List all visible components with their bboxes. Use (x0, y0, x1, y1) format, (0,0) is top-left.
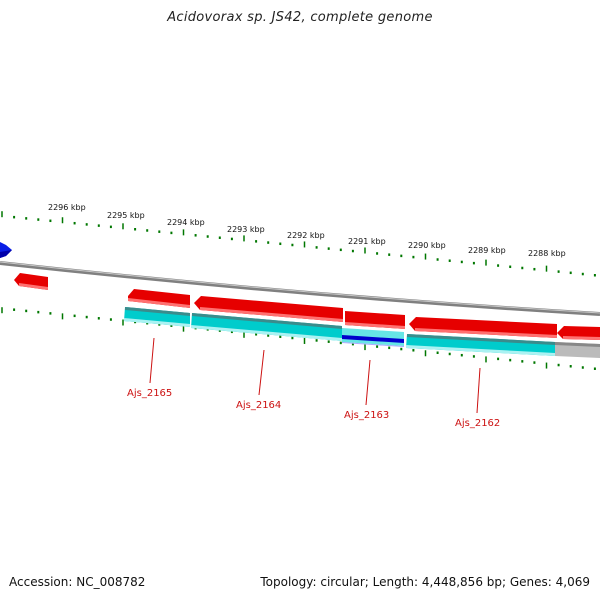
coverage-bar-3[interactable] (342, 328, 404, 347)
scale-label: 2292 kbp (287, 231, 325, 240)
coverage-bar-gray[interactable] (555, 342, 600, 358)
leader-line-ajs-2164 (259, 350, 264, 395)
scale-label: 2291 kbp (348, 237, 386, 246)
coverage-bar-1[interactable] (124, 307, 190, 327)
scale-label: 2293 kbp (227, 225, 265, 234)
gene-label-ajs-2163[interactable]: Ajs_2163 (344, 410, 389, 421)
leader-line-ajs-2162 (477, 368, 480, 413)
genome-summary-text: Topology: circular; Length: 4,448,856 bp… (260, 575, 590, 589)
scale-label: 2295 kbp (107, 211, 145, 220)
scale-label: 2296 kbp (48, 203, 86, 212)
cds-arrow-4[interactable] (345, 311, 405, 329)
leader-line-ajs-2165 (150, 338, 154, 383)
feature-blue-left[interactable] (0, 242, 12, 258)
coverage-bar-4[interactable] (406, 334, 555, 356)
cds-arrow-5[interactable] (409, 317, 557, 338)
scale-label: 2288 kbp (528, 249, 566, 258)
scale-label: 2289 kbp (468, 246, 506, 255)
cds-arrow-6[interactable] (557, 326, 600, 340)
gene-label-ajs-2162[interactable]: Ajs_2162 (455, 418, 500, 429)
scale-label: 2294 kbp (167, 218, 205, 227)
leader-line-ajs-2163 (366, 360, 370, 405)
upper-scale-ticks (2, 211, 595, 276)
gene-label-ajs-2164[interactable]: Ajs_2164 (236, 400, 281, 411)
scale-labels: 2296 kbp 2295 kbp 2294 kbp 2293 kbp 2292 kbp… (48, 203, 566, 258)
scale-label: 2290 kbp (408, 241, 446, 250)
cds-arrow-1[interactable] (14, 273, 48, 290)
genome-map: 2296 kbp 2295 kbp 2294 kbp 2293 kbp 2292 kbp… (0, 0, 600, 600)
accession-text: Accession: NC_008782 (9, 575, 145, 589)
gene-label-ajs-2165[interactable]: Ajs_2165 (127, 388, 172, 399)
cds-arrow-2[interactable] (128, 289, 190, 308)
